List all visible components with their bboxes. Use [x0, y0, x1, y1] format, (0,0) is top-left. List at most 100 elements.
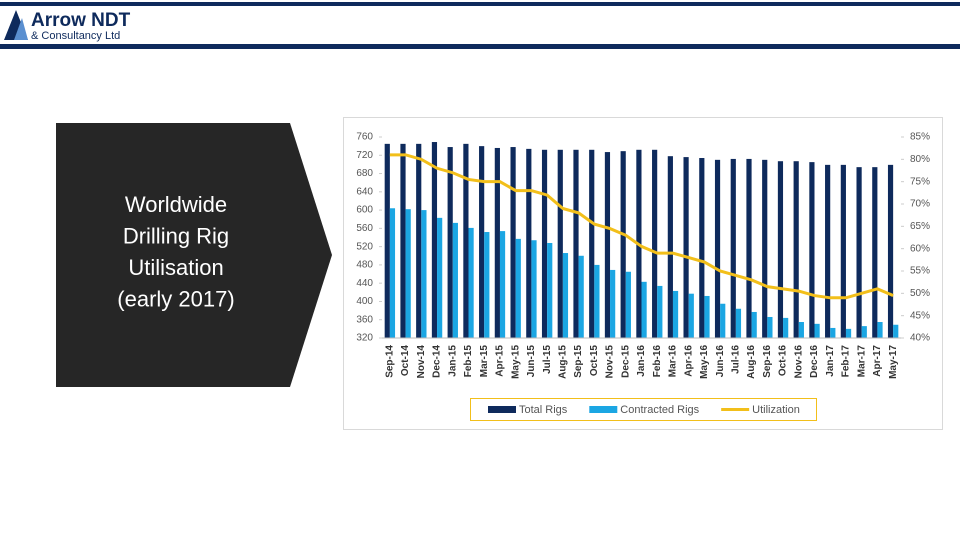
x-tick-label: Mar-17 — [856, 345, 867, 378]
y-tick-label: 600 — [356, 205, 373, 216]
bar — [447, 147, 453, 338]
x-tick-label: Feb-15 — [463, 345, 474, 378]
y2-tick-label: 85% — [910, 132, 930, 143]
bar — [746, 158, 752, 338]
bar — [840, 164, 846, 338]
panel-line: Worldwide — [125, 192, 227, 217]
bar — [437, 217, 443, 338]
header-bar-top — [0, 2, 960, 6]
bar — [573, 149, 579, 338]
x-tick-label: Sep-16 — [762, 345, 773, 378]
y2-tick-label: 75% — [910, 176, 930, 187]
line — [389, 153, 894, 300]
bar — [484, 232, 490, 338]
bar — [557, 149, 563, 338]
bar — [657, 285, 663, 338]
bar — [861, 326, 867, 338]
bar — [762, 159, 768, 338]
bar — [547, 242, 553, 338]
x-tick-label: Nov-15 — [605, 345, 616, 379]
bar — [562, 253, 569, 338]
y-tick-label: 680 — [356, 168, 373, 179]
x-tick-label: Apr-15 — [495, 345, 506, 377]
legend-label: Total Rigs — [519, 404, 568, 416]
bar — [610, 269, 616, 338]
y2-tick-label: 65% — [910, 221, 930, 232]
bar — [389, 208, 396, 338]
bar — [877, 322, 883, 338]
x-tick-label: Apr-16 — [683, 345, 694, 377]
bar — [515, 238, 521, 338]
x-tick-label: Nov-14 — [416, 345, 427, 379]
company-name: Arrow NDT — [31, 10, 131, 31]
x-tick-label: Apr-17 — [872, 345, 883, 377]
bar — [872, 167, 878, 338]
chart: 320 360 400 440 480 520 560 600 640 680 720 760 40% 4… — [356, 132, 930, 421]
x-tick-label: Jul-15 — [542, 345, 553, 374]
y2-tick-label: 80% — [910, 154, 930, 165]
bar — [777, 161, 784, 338]
x-tick-label: Aug-16 — [746, 345, 757, 379]
x-tick-label: Jul-16 — [731, 345, 742, 374]
x-tick-label: Dec-14 — [432, 345, 443, 378]
bar — [594, 264, 600, 338]
bar — [798, 322, 804, 338]
bar — [510, 147, 516, 338]
bar — [479, 146, 485, 338]
bar — [541, 149, 548, 338]
bar — [767, 316, 773, 338]
panel-line: Drilling Rig — [123, 223, 229, 248]
y-tick-label: 320 — [356, 333, 373, 344]
bar — [735, 308, 742, 338]
bar — [384, 143, 390, 338]
bar — [845, 328, 852, 338]
legend-swatch — [589, 406, 618, 413]
y-tick-label: 400 — [356, 296, 373, 307]
legend-label: Utilization — [752, 404, 800, 416]
panel-text: Worldwide Drilling Rig Utilisation (early 2… — [117, 192, 234, 312]
bar — [494, 147, 500, 338]
bar — [667, 156, 673, 338]
y-tick-label: 480 — [356, 260, 373, 271]
y-tick-label: 560 — [356, 223, 373, 234]
bar — [672, 290, 679, 338]
bar — [814, 323, 820, 338]
bar — [421, 210, 427, 338]
y2-tick-label: 45% — [910, 310, 930, 321]
x-tick-label: Sep-14 — [385, 345, 396, 378]
bar — [531, 240, 537, 338]
x-tick-label: Aug-15 — [558, 345, 569, 379]
legend-label: Contracted Rigs — [620, 404, 699, 416]
bar — [589, 149, 595, 338]
bar — [578, 255, 584, 338]
x-tick-label: Mar-15 — [479, 345, 490, 378]
x-tick-label: Feb-16 — [652, 345, 663, 378]
legend-swatch — [488, 406, 516, 413]
bar — [856, 167, 862, 338]
y-tick-label: 640 — [356, 186, 373, 197]
bar — [793, 161, 799, 338]
bar — [400, 143, 406, 338]
bar — [893, 324, 899, 338]
bar — [499, 231, 506, 338]
x-tick-label: Jan-15 — [447, 345, 458, 377]
x-tick-label: Mar-16 — [668, 345, 679, 378]
bar — [730, 158, 736, 338]
y2-tick-label: 40% — [910, 333, 930, 344]
bar — [751, 311, 757, 338]
x-tick-label: Jun-16 — [715, 345, 726, 378]
bar — [620, 151, 626, 338]
x-tick-label: Sep-15 — [573, 345, 584, 378]
bar — [688, 293, 694, 338]
bar — [830, 327, 836, 338]
x-tick-label: Dec-16 — [809, 345, 820, 378]
bar — [887, 164, 894, 338]
bar — [783, 317, 789, 338]
panel-line: Utilisation — [128, 255, 223, 280]
bar — [468, 227, 474, 338]
x-tick-label: May-17 — [888, 345, 899, 379]
x-tick-label: May-16 — [699, 345, 710, 379]
bar — [431, 142, 438, 338]
bar — [704, 295, 710, 338]
logo-mark-light — [14, 18, 28, 40]
